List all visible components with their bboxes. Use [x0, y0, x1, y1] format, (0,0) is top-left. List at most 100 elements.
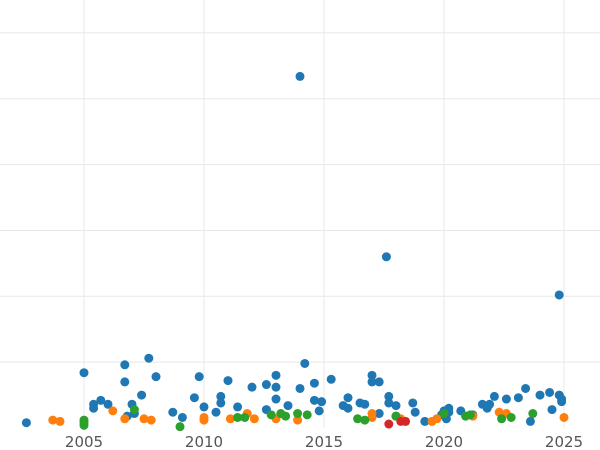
x-tick-label: 2005 [65, 433, 103, 450]
y-gridlines [0, 32, 600, 363]
data-point-series-1 [501, 394, 511, 404]
data-point-series-1 [199, 402, 209, 412]
data-points [21, 71, 569, 432]
data-point-series-1 [216, 398, 226, 408]
data-point-series-1 [384, 391, 394, 401]
data-point-series-1 [360, 399, 370, 409]
data-point-series-1 [216, 391, 226, 401]
data-point-series-3 [281, 411, 291, 421]
data-point-series-1 [545, 387, 555, 397]
data-point-series-1 [557, 397, 567, 407]
data-point-series-1 [89, 399, 99, 409]
data-point-series-1 [326, 374, 336, 384]
data-point-series-1 [367, 370, 377, 380]
data-point-series-2 [225, 414, 235, 424]
data-point-series-1 [391, 401, 401, 411]
x-tick-label: 2025 [545, 433, 583, 450]
data-point-series-1 [547, 405, 557, 415]
data-point-series-3 [240, 412, 250, 422]
data-point-series-1 [410, 407, 420, 417]
data-point-series-3 [79, 420, 89, 430]
data-point-series-1 [271, 382, 281, 392]
data-point-series-1 [120, 377, 130, 387]
data-point-series-1 [233, 402, 243, 412]
data-point-series-1 [535, 390, 545, 400]
data-point-series-1 [211, 407, 221, 417]
data-point-series-1 [408, 398, 418, 408]
data-point-series-1 [103, 399, 113, 409]
data-point-series-1 [343, 403, 353, 413]
x-tick-label: 2015 [305, 433, 343, 450]
data-point-series-2 [432, 414, 442, 424]
x-gridlines [83, 0, 565, 428]
data-point-series-1 [79, 368, 89, 378]
data-point-series-1 [521, 383, 531, 393]
data-point-series-2 [48, 415, 58, 425]
data-point-series-1 [96, 395, 106, 405]
data-point-series-2 [108, 406, 118, 416]
data-point-series-3 [439, 409, 449, 419]
data-point-series-3 [360, 415, 370, 425]
data-point-series-2 [199, 415, 209, 425]
data-point-series-2 [120, 414, 130, 424]
data-point-series-1 [21, 418, 31, 428]
data-point-series-1 [317, 397, 327, 407]
data-point-series-1 [513, 393, 523, 403]
data-point-series-1 [554, 290, 564, 300]
data-point-series-1 [194, 372, 204, 382]
data-point-series-2 [367, 409, 377, 419]
data-point-series-1 [189, 393, 199, 403]
data-point-series-1 [374, 409, 384, 419]
data-point-series-1 [168, 407, 178, 417]
data-point-series-1 [300, 358, 310, 368]
data-point-series-3 [129, 405, 139, 415]
data-point-series-1 [314, 406, 324, 416]
data-point-series-3 [497, 414, 507, 424]
data-point-series-3 [266, 410, 276, 420]
data-point-series-2 [139, 414, 149, 424]
data-point-series-2 [146, 415, 156, 425]
data-point-series-1 [151, 372, 161, 382]
data-point-series-1 [144, 353, 154, 363]
data-point-series-1 [283, 401, 293, 411]
data-point-series-1 [309, 378, 319, 388]
data-point-series-3 [465, 410, 475, 420]
x-tick-label: 2020 [425, 433, 463, 450]
data-point-series-1 [295, 383, 305, 393]
data-point-series-1 [343, 393, 353, 403]
data-point-series-1 [177, 412, 187, 422]
data-point-series-1 [309, 395, 319, 405]
data-point-series-3 [293, 409, 303, 419]
data-point-series-3 [528, 409, 538, 419]
data-point-series-1 [120, 360, 130, 370]
data-point-series-3 [506, 412, 516, 422]
data-point-series-3 [302, 410, 312, 420]
data-point-series-2 [559, 412, 569, 422]
data-point-series-1 [295, 71, 305, 81]
x-tick-label: 2010 [185, 433, 223, 450]
data-point-series-2 [293, 415, 303, 425]
data-point-series-1 [381, 252, 391, 262]
data-point-series-1 [374, 377, 384, 387]
data-point-series-1 [485, 399, 495, 409]
data-point-series-3 [233, 412, 243, 422]
data-point-series-1 [271, 370, 281, 380]
data-point-series-1 [247, 382, 257, 392]
data-point-series-1 [525, 416, 535, 426]
data-point-series-2 [249, 414, 259, 424]
data-point-series-1 [271, 394, 281, 404]
data-point-series-3 [175, 422, 185, 432]
data-point-series-3 [353, 414, 363, 424]
data-point-series-4 [401, 416, 411, 426]
data-point-series-1 [223, 376, 233, 386]
data-point-series-1 [137, 390, 147, 400]
data-point-series-4 [384, 419, 394, 429]
data-point-series-2 [55, 416, 65, 426]
data-point-series-1 [367, 377, 377, 387]
data-point-series-1 [420, 416, 430, 426]
data-point-series-1 [384, 398, 394, 408]
data-point-series-1 [261, 380, 271, 390]
x-axis-tick-labels: 2005 2010 2015 2020 2025 [65, 433, 583, 450]
data-point-series-1 [489, 391, 499, 401]
